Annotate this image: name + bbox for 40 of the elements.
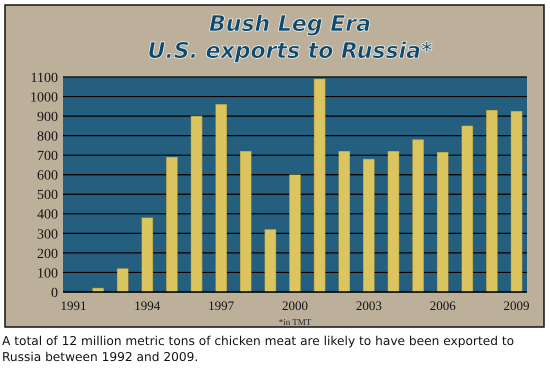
y-tick-label: 300	[37, 227, 58, 242]
y-tick-label: 1000	[30, 90, 58, 106]
y-tick-label: 500	[37, 188, 58, 204]
y-tick-label: 700	[37, 149, 58, 164]
x-tick-label: 2006	[430, 298, 456, 313]
bar	[436, 152, 448, 292]
bar	[314, 78, 326, 292]
bar	[116, 268, 128, 292]
text: A total of 12 million metric tons of chicken meat are likely to have been exported to Russia between 1992 and 2009.	[2, 333, 516, 365]
x-tick-label: 2003	[356, 298, 382, 313]
bar	[215, 104, 227, 292]
y-tick-label: 200	[37, 246, 58, 262]
bar	[166, 156, 178, 292]
y-tick-label: 400	[37, 208, 58, 223]
bar	[412, 139, 424, 292]
y-tick-label: 600	[37, 168, 58, 184]
text: *in TMT	[278, 317, 312, 327]
bar	[240, 151, 252, 292]
x-tick-label: 2000	[282, 298, 308, 313]
bar	[142, 217, 154, 292]
y-tick-label: 800	[37, 130, 58, 145]
bar	[338, 151, 350, 292]
bar	[190, 116, 202, 292]
bar	[486, 110, 498, 292]
bar	[264, 229, 276, 292]
x-tick-label: 1994	[134, 298, 161, 313]
y-tick-label: 0	[51, 286, 58, 301]
y-tick-label: 100	[37, 266, 58, 282]
chart-subtitle: U.S. exports to Russia*	[148, 39, 433, 64]
bar	[462, 126, 474, 292]
chart-title: Bush Leg Era	[209, 12, 371, 37]
bar	[510, 110, 522, 292]
x-tick-label: 1991	[60, 298, 86, 313]
x-tick-label: 1997	[208, 298, 235, 313]
y-tick-label: 1100	[30, 70, 58, 86]
x-tick-label: 2009	[504, 298, 530, 313]
bar	[363, 158, 375, 292]
y-tick-label: 900	[37, 110, 58, 125]
bar	[289, 174, 301, 292]
bar	[388, 151, 400, 292]
